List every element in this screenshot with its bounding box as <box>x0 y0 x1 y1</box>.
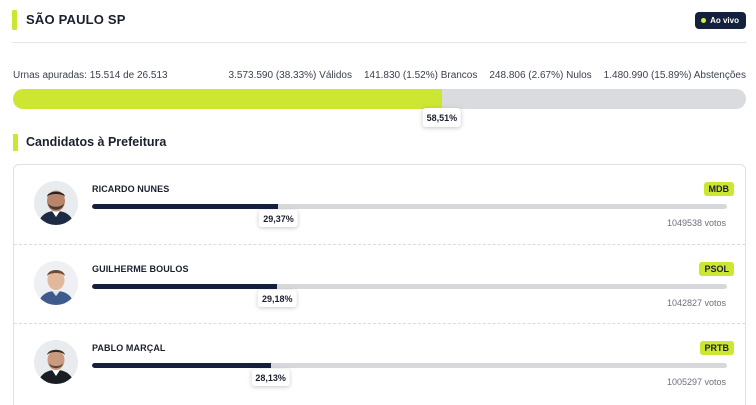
candidate-avatar <box>34 340 78 384</box>
vote-percent-tooltip: 29,18% <box>258 290 297 307</box>
candidate-row[interactable]: PABLO MARÇAL PRTB 28,13% 1005297 votos <box>14 323 745 402</box>
vote-count: 1042827 votos <box>666 298 726 308</box>
vote-progress-track <box>92 363 727 368</box>
live-dot-icon <box>701 18 707 23</box>
apuracao-progress-track <box>13 89 746 109</box>
party-badge: PSOL <box>699 262 734 276</box>
live-badge[interactable]: Ao vivo <box>695 12 746 29</box>
apuracao-percent-tooltip: 58,51% <box>422 108 462 127</box>
candidate-name: GUILHERME BOULOS <box>92 264 189 274</box>
candidate-row[interactable]: GUILHERME BOULOS PSOL 29,18% 1042827 vot… <box>14 244 745 323</box>
vote-progress-track <box>92 204 727 209</box>
apuracao-stats: Urnas apuradas: 15.514 de 26.513 3.573.5… <box>13 70 746 84</box>
page-header: SÃO PAULO SP Ao vivo <box>12 9 746 33</box>
candidates-card: RICARDO NUNES MDB 29,37% 1049538 votos G… <box>13 164 746 405</box>
section-header: Candidatos à Prefeitura <box>13 133 313 153</box>
abstencoes-stat: 1.480.990 (15.89%) Abstenções <box>603 70 746 81</box>
vote-progress-fill <box>92 284 278 289</box>
person-photo-icon <box>34 340 78 384</box>
party-badge: MDB <box>703 182 734 196</box>
vote-totals: 3.573.590 (38.33%) Válidos 141.830 (1.52… <box>229 70 746 81</box>
city-title: SÃO PAULO SP <box>26 12 126 27</box>
apuracao-progress-fill <box>13 89 442 109</box>
brancos-stat: 141.830 (1.52%) Brancos <box>363 70 478 81</box>
candidate-avatar <box>34 181 78 225</box>
candidate-name: PABLO MARÇAL <box>92 343 166 353</box>
validos-stat: 3.573.590 (38.33%) Válidos <box>228 70 352 81</box>
nulos-stat: 248.806 (2.67%) Nulos <box>489 70 592 81</box>
urnas-apuradas: Urnas apuradas: 15.514 de 26.513 <box>13 70 168 81</box>
vote-count: 1049538 votos <box>666 218 726 228</box>
live-badge-label: Ao vivo <box>710 16 739 25</box>
party-badge: PRTB <box>699 341 734 355</box>
vote-percent-tooltip: 29,37% <box>259 210 298 227</box>
candidate-row[interactable]: RICARDO NUNES MDB 29,37% 1049538 votos <box>14 165 745 244</box>
candidate-name: RICARDO NUNES <box>92 184 170 194</box>
title-accent-bar <box>12 10 17 30</box>
vote-progress-fill <box>92 363 271 368</box>
person-photo-icon <box>34 261 78 305</box>
header-divider <box>12 42 746 43</box>
person-photo-icon <box>34 181 78 225</box>
vote-progress-fill <box>92 204 279 209</box>
candidate-avatar <box>34 261 78 305</box>
vote-progress-track <box>92 284 727 289</box>
section-accent-bar <box>13 134 18 151</box>
vote-percent-tooltip: 28,13% <box>251 369 290 386</box>
section-title: Candidatos à Prefeitura <box>26 135 167 149</box>
vote-count: 1005297 votos <box>666 377 726 387</box>
